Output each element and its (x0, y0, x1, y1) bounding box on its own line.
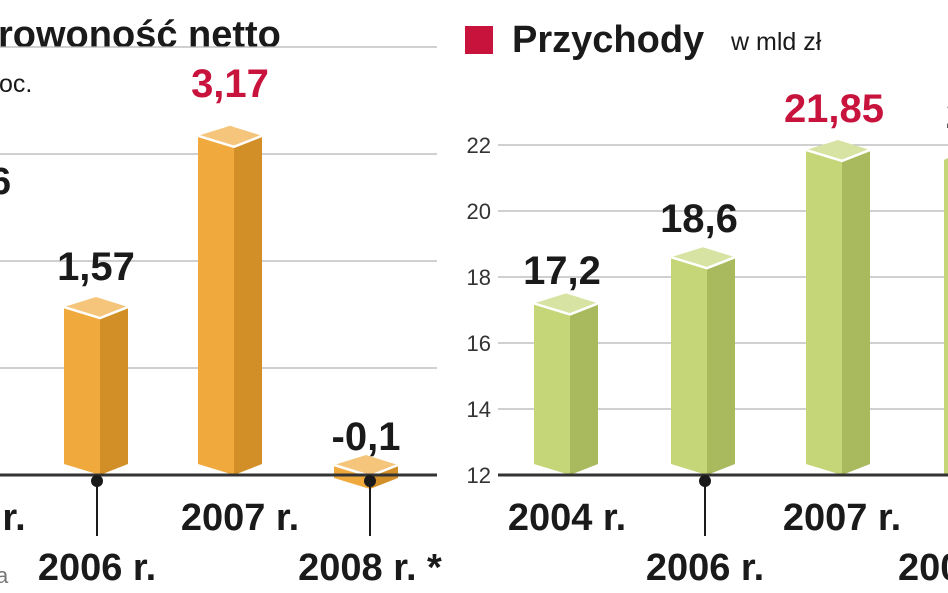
profit-value-label: -0,1 (332, 415, 401, 459)
profit-bar-front (64, 307, 100, 475)
revenue-bar-front (534, 303, 570, 475)
revenue-y-tick-label: 22 (467, 133, 491, 158)
revenue-bar-edge (670, 256, 736, 270)
revenue-bar-partial (944, 158, 948, 475)
profit-bar-side (234, 135, 262, 475)
revenue-category-label: 200 (898, 547, 948, 589)
revenue-y-ticks: 12 14 16 18 20 22 (467, 133, 491, 488)
revenue-chart-title: Przychody (512, 19, 704, 61)
revenue-category-label: 2006 r. (646, 547, 764, 589)
revenue-bar-side (707, 257, 735, 475)
profit-partial-value-label: 6 (0, 161, 11, 203)
profit-category-connector-dot (91, 475, 103, 487)
revenue-value-label: 2 (946, 93, 948, 137)
revenue-bars: 17,2 18,6 21,85 2 (523, 87, 948, 475)
profit-category-labels: r. 2006 r. 2007 r. 2008 r. * (2, 475, 442, 589)
profit-value-label: 3,17 (191, 62, 269, 106)
profit-bars: 1,57 3,17 -0,1 (57, 62, 400, 489)
revenue-chart: Przychody w mld zł 12 14 16 18 20 22 17,2 18,6… (465, 19, 948, 589)
revenue-bar-edge (533, 302, 599, 316)
profit-chart-title: rowoność netto (0, 14, 281, 56)
profit-category-label: 2006 r. (38, 547, 156, 589)
revenue-legend-marker (465, 26, 493, 54)
profit-category-label: 2008 r. * (298, 547, 442, 589)
revenue-bar (533, 293, 599, 475)
profit-chart-unit: oc. (0, 70, 32, 98)
profit-footnote-fragment: a (0, 563, 9, 588)
revenue-y-tick-label: 14 (467, 397, 491, 422)
revenue-bar-front (806, 149, 842, 475)
revenue-y-tick-label: 12 (467, 463, 491, 488)
profit-bar (197, 125, 263, 475)
revenue-y-tick-label: 20 (467, 199, 491, 224)
profit-value-label: 1,57 (57, 245, 135, 289)
profit-bar-side (370, 465, 398, 489)
revenue-y-tick-label: 16 (467, 331, 491, 356)
revenue-value-label: 18,6 (660, 197, 738, 241)
profit-bar-side (100, 307, 128, 475)
profit-chart: rowoność netto oc. 6 1,57 3,17 -0,1 r. 2006… (0, 14, 442, 589)
profit-category-connector-dot (364, 475, 376, 487)
profit-category-label: 2007 r. (181, 497, 299, 539)
revenue-category-label: 2007 r. (783, 497, 901, 539)
revenue-value-label: 17,2 (523, 249, 601, 293)
revenue-category-labels: 2004 r. 2006 r. 2007 r. 200 (508, 475, 948, 589)
profit-bar-edge (197, 134, 263, 149)
revenue-y-tick-label: 18 (467, 265, 491, 290)
revenue-bar-front (671, 257, 707, 475)
revenue-bar-side (570, 303, 598, 475)
revenue-value-label: 21,85 (784, 87, 884, 131)
profit-category-label: r. (2, 497, 25, 539)
profit-bar-edge (63, 305, 129, 320)
revenue-bar (670, 247, 736, 475)
revenue-bar-edge (805, 148, 871, 163)
profit-bar-front (334, 465, 370, 489)
profit-bar (63, 297, 129, 475)
revenue-chart-unit: w mld zł (730, 28, 822, 56)
revenue-category-connector-dot (699, 475, 711, 487)
revenue-bar (805, 139, 871, 475)
profit-bar-front (198, 135, 234, 475)
revenue-bar-side (842, 149, 870, 475)
revenue-category-label: 2004 r. (508, 497, 626, 539)
